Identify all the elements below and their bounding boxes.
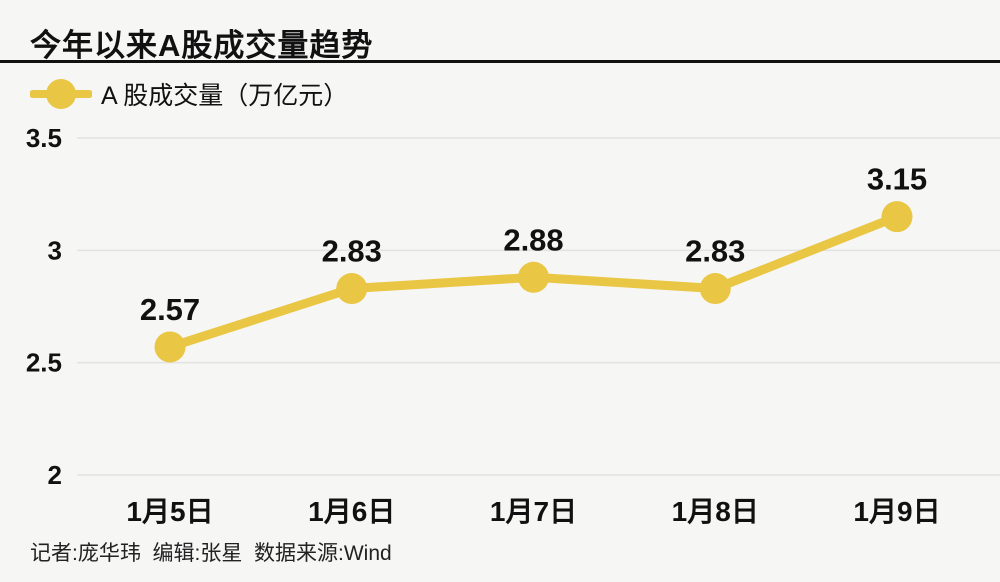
data-point-label: 2.83 [322, 234, 382, 269]
legend: A 股成交量（万亿元） [30, 76, 348, 112]
x-axis-tick-label: 1月8日 [672, 496, 759, 527]
data-point-label: 2.57 [140, 292, 200, 327]
legend-dot [46, 79, 76, 109]
data-point-label: 3.15 [867, 162, 927, 197]
title-divider-line [0, 60, 1000, 63]
y-axis-tick-label: 2 [48, 460, 62, 490]
legend-marker-icon [30, 79, 92, 109]
chart-title: 今年以来A股成交量趋势 [30, 28, 374, 63]
data-point-marker [154, 331, 186, 363]
y-axis-tick-label: 3 [48, 235, 62, 265]
data-point-label: 2.88 [503, 222, 563, 257]
data-point-marker [336, 273, 368, 305]
x-axis-tick-label: 1月7日 [490, 496, 577, 527]
data-point-marker [699, 273, 731, 305]
legend-label: A 股成交量（万亿元） [101, 82, 349, 110]
data-point-marker [881, 201, 913, 233]
y-axis-tick-label: 3.5 [26, 123, 62, 153]
x-axis-tick-label: 1月9日 [853, 496, 940, 527]
credits-footer: 记者:庞华玮 编辑:张星 数据来源:Wind [30, 542, 392, 565]
x-axis-tick-label: 1月6日 [308, 496, 395, 527]
y-axis-tick-label: 2.5 [26, 348, 62, 378]
data-point-marker [518, 261, 549, 293]
x-axis-tick-label: 1月5日 [126, 496, 213, 527]
data-point-label: 2.83 [685, 234, 745, 269]
